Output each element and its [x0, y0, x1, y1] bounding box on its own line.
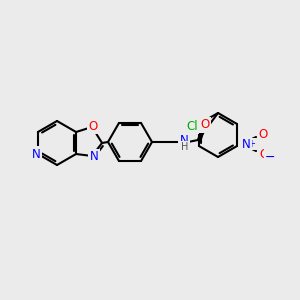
Text: O: O	[88, 119, 98, 133]
Text: O: O	[258, 128, 268, 142]
Text: N: N	[32, 148, 40, 160]
Text: O: O	[260, 148, 269, 160]
Text: O: O	[200, 118, 210, 131]
Text: −: −	[265, 151, 275, 164]
Text: Cl: Cl	[186, 119, 198, 133]
Text: +: +	[247, 139, 255, 149]
Text: N: N	[242, 137, 250, 151]
Text: H: H	[181, 142, 189, 152]
Text: N: N	[90, 151, 98, 164]
Text: N: N	[180, 134, 188, 148]
